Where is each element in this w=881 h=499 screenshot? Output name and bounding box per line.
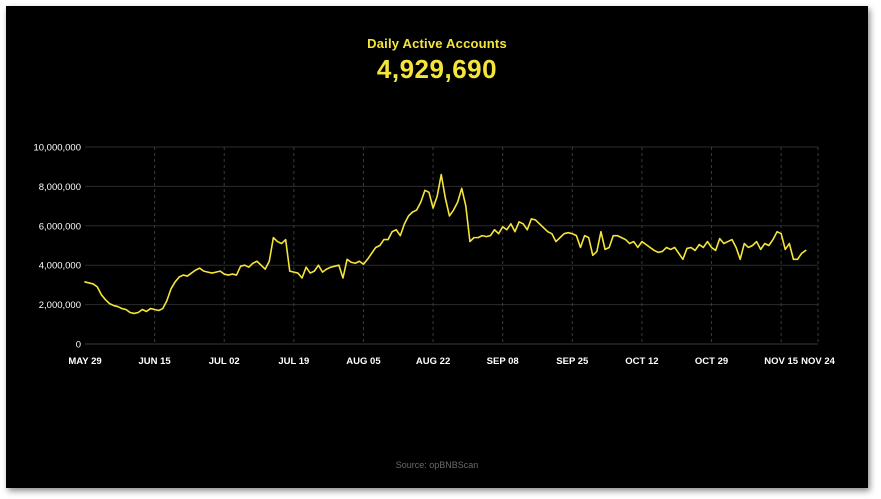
y-tick-label: 4,000,000: [39, 261, 81, 272]
chart-card: Daily Active Accounts 4,929,690 0 2,000,0…: [6, 6, 868, 488]
x-tick-label: NOV 24: [801, 356, 836, 367]
x-tick-label: JUL 19: [278, 356, 309, 367]
chart-title: Daily Active Accounts: [367, 36, 507, 51]
x-tick-label: SEP 25: [556, 356, 589, 367]
line-chart: 0 2,000,000 4,000,000 6,000,000 8,000,000 10,…: [33, 143, 836, 368]
y-tick-label: 8,000,000: [39, 182, 81, 193]
y-tick-label: 2,000,000: [39, 300, 81, 311]
x-tick-label: JUL 02: [209, 356, 240, 367]
y-tick-label: 0: [76, 340, 81, 351]
x-tick-label: AUG 22: [416, 356, 450, 367]
source-note: Source: opBNBScan: [395, 460, 479, 470]
x-tick-label: NOV 15: [764, 356, 799, 367]
y-tick-label: 10,000,000: [33, 143, 81, 154]
headline-value: 4,929,690: [376, 54, 498, 84]
x-tick-label: SEP 08: [487, 356, 519, 367]
x-tick-label: OCT 29: [695, 356, 728, 367]
x-tick-label: AUG 05: [346, 356, 381, 367]
x-tick-label: OCT 12: [625, 356, 658, 367]
header: Daily Active Accounts 4,929,690: [6, 36, 868, 85]
series-line: [84, 173, 807, 315]
y-tick-label: 6,000,000: [39, 221, 81, 232]
x-tick-label: JUN 15: [139, 356, 172, 367]
x-tick-label: MAY 29: [68, 356, 101, 367]
